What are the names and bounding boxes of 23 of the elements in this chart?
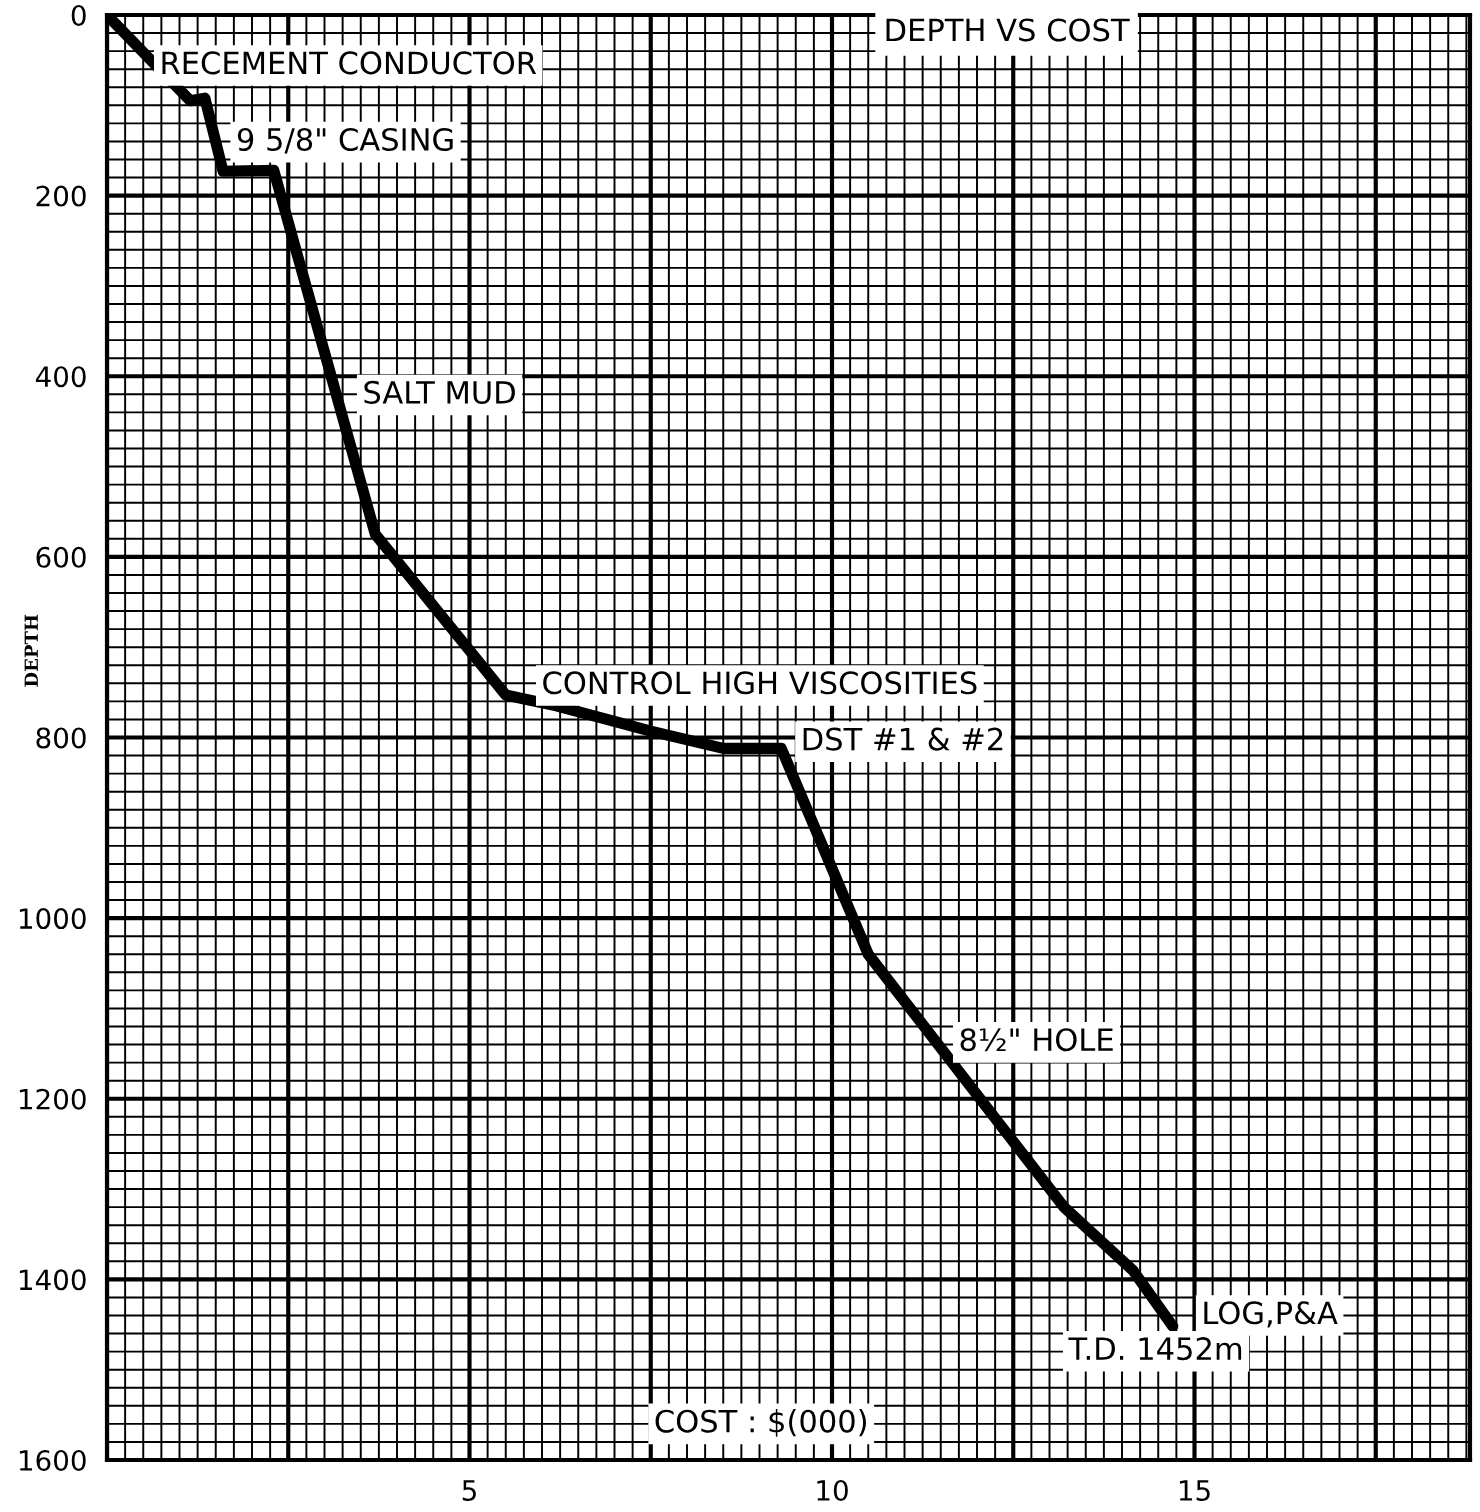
x-axis-title: COST : $(000) — [655, 1409, 866, 1437]
y-tick-label: 400 — [35, 366, 86, 388]
y-tick-label: 1000 — [19, 908, 86, 930]
annotation: DST #1 & #2 — [803, 727, 1003, 751]
chart-title: DEPTH VS COST — [886, 18, 1130, 42]
y-tick-label: 200 — [36, 185, 86, 207]
annotation: CONTROL HIGH VISCOSITIES — [543, 671, 977, 695]
y-tick-label: 800 — [36, 727, 86, 749]
x-tick-label: 10 — [817, 1479, 848, 1501]
annotation: RECEMENT CONDUCTOR — [162, 51, 537, 75]
annotation: 9 5/8" CASING — [237, 127, 453, 154]
annotation: SALT MUD — [364, 380, 515, 404]
y-tick-label: 1600 — [19, 1449, 86, 1471]
annotation: LOG,P&A — [1204, 1301, 1338, 1328]
y-tick-label: 600 — [36, 546, 86, 568]
annotation: T.D. 1452m — [1068, 1337, 1242, 1361]
x-tick-label: 5 — [462, 1480, 476, 1501]
y-axis-title: DEPTH — [24, 614, 38, 687]
y-tick-label: 1400 — [19, 1269, 86, 1291]
annotation: 8½" HOLE — [960, 1028, 1113, 1052]
y-tick-label: 1200 — [19, 1088, 86, 1110]
y-tick-label: 0 — [71, 4, 86, 26]
x-tick-label: 15 — [1179, 1480, 1210, 1501]
